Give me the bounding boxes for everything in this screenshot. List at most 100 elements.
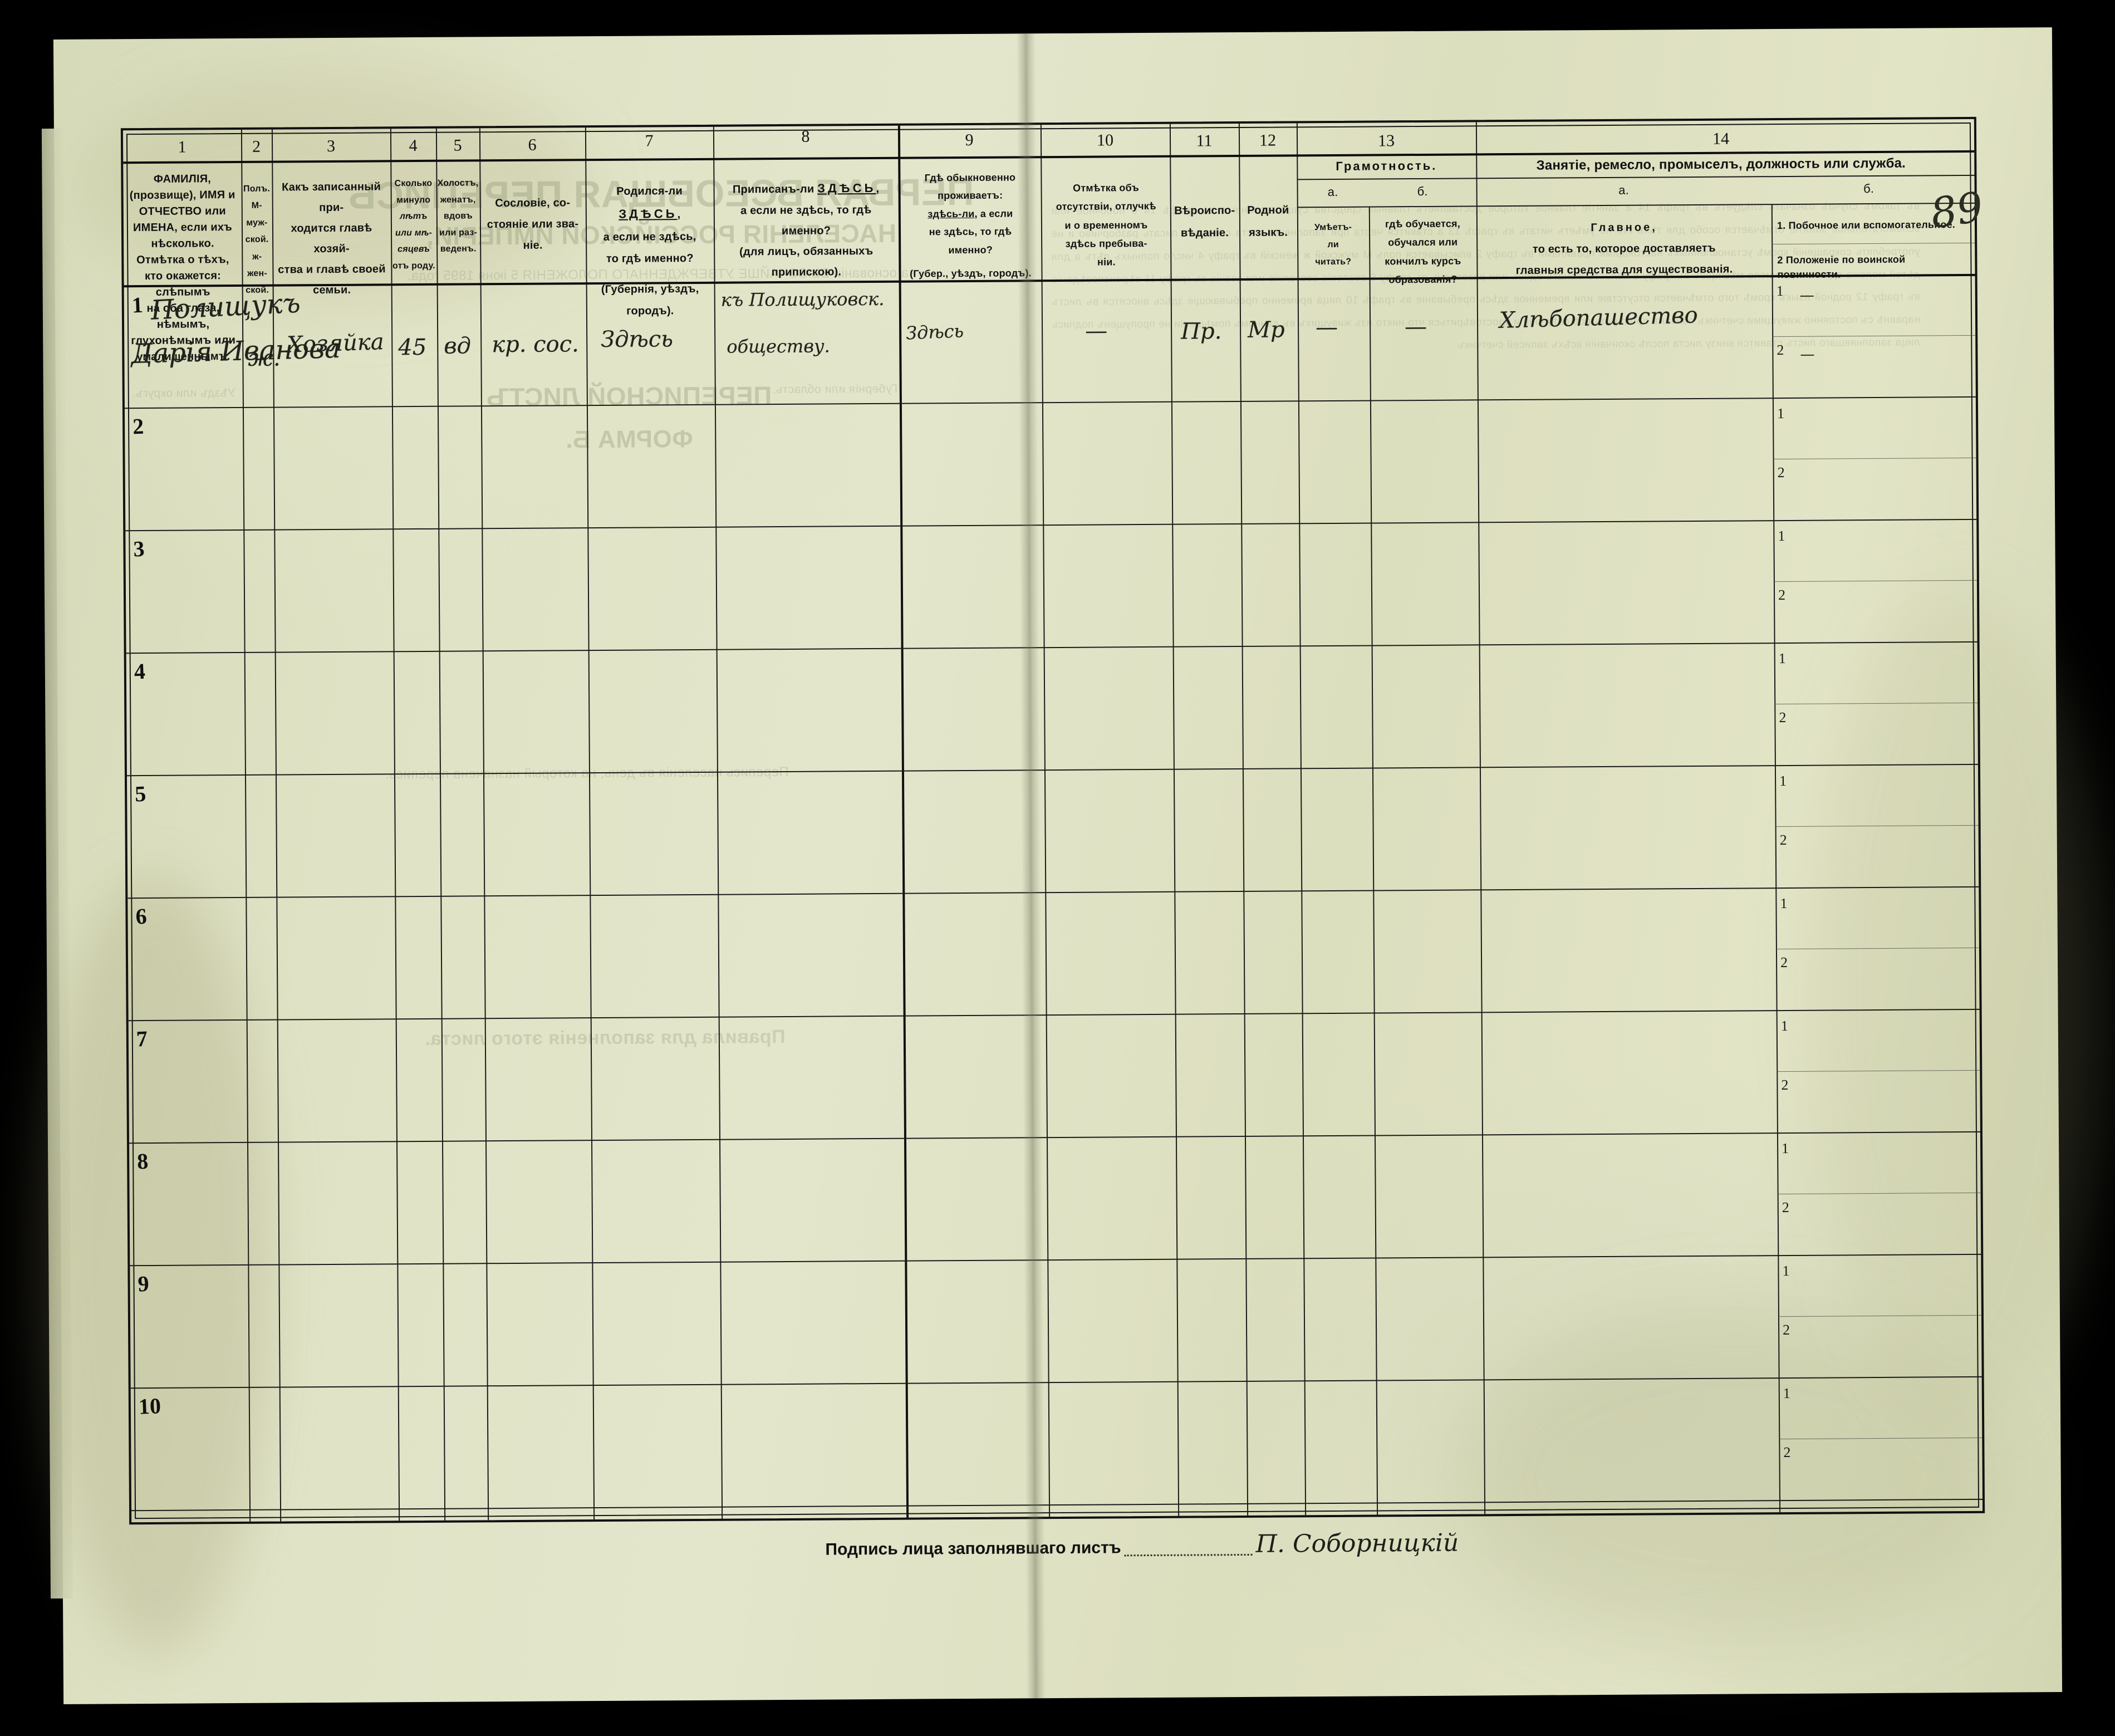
col9-line-5: именно? [948, 244, 993, 256]
col-number-8: 8 [801, 127, 810, 146]
row-number: 4 [133, 658, 146, 684]
col4-line-2: минуло [396, 195, 431, 205]
col4-line-4: или мѣ- [395, 228, 433, 238]
row-number: 3 [133, 536, 145, 562]
census-sheet-paper: ПЕРВАЯ ВСЕОБЩАЯ ПЕРЕПИСЬ НАСЕЛЕНІЯ РОССІ… [36, 27, 2106, 1704]
col5-line-2: женатъ, [440, 194, 476, 205]
subrow-label-2: 2 [1780, 954, 1788, 971]
row-number: 7 [135, 1026, 148, 1052]
subrow-label-1: 1 [1778, 650, 1786, 667]
col8-line-3: именно? [781, 224, 831, 237]
col-number-6: 6 [528, 135, 537, 154]
col14a-line-3: главныя средства для существованія. [1515, 263, 1733, 277]
col13b-line-3: кончилъ курсъ [1385, 255, 1461, 267]
col4-line-6: отъ роду. [392, 261, 435, 271]
col13b-line-2: обучался или [1388, 236, 1458, 248]
col9-line-2: проживаетъ: [937, 189, 1003, 202]
col8-line-1: Приписанъ-ли ЗДѢСЬ, [732, 180, 880, 196]
subrow-label-1: 1 [1778, 528, 1785, 545]
col9-header: Гдѣ обыкновенно проживаетъ: здѣсь-ли, а … [900, 168, 1040, 283]
col12-line-2: языкъ. [1248, 226, 1288, 239]
entry-row1-marital: вд [444, 333, 472, 359]
col13b-letter: б. [1417, 184, 1428, 199]
col14b-header-2: 2 Положеніе по воинской повинности. [1777, 253, 1906, 281]
subrow-label-1: 1 [1780, 895, 1788, 912]
col11-header: Вѣроиспо- вѣданіе. [1171, 199, 1238, 244]
col11-line-1: Вѣроиспо- [1174, 204, 1235, 217]
subrow-label-2: 2 [1779, 831, 1787, 849]
row-number: 2 [132, 413, 145, 439]
signature-row: Подпись лица заполнявшаго листъ П. Соборн… [825, 1529, 1459, 1561]
subrow-label-2: 2 [1782, 1199, 1789, 1216]
col8-line-2: а если не здѣсь, то гдѣ [740, 203, 872, 217]
col2-line-4: ж-жен- [247, 252, 267, 278]
col-number-2: 2 [252, 137, 261, 156]
col11-line-2: вѣданіе. [1180, 227, 1229, 239]
subrow-label-1: 1 [1783, 1385, 1790, 1402]
subrow-label-1: 1 [1782, 1262, 1790, 1279]
col10-line-5: ніи. [1097, 256, 1116, 268]
subrow-label-2: 2 [1783, 1444, 1791, 1461]
col8-line-5: припискою). [771, 266, 842, 278]
col14a-header: Главное, то есть то, которое доставляетъ… [1479, 216, 1770, 281]
col14a-line-2: то есть то, которое доставляетъ [1532, 242, 1716, 256]
subrow-label-2: 2 [1779, 709, 1787, 726]
entry-row1-literacy-school: — [1404, 313, 1427, 340]
col7-line-3: то гдѣ именно? [606, 252, 694, 265]
entry-row1-language: Мр [1247, 317, 1285, 343]
subrow-label-1: 1 [1777, 405, 1785, 422]
signature-label: Подпись лица заполнявшаго листъ [825, 1538, 1121, 1559]
col3-line-2: ходится главѣ хозяй- [291, 222, 372, 256]
col10-line-3: и о временномъ [1064, 219, 1148, 231]
col10-line-2: отсутствіи, отлучкѣ [1056, 200, 1156, 213]
col13-group-header: Грамотность. [1336, 158, 1437, 173]
col-number-12: 12 [1259, 131, 1277, 150]
col9-line-3: здѣсь-ли, а если [928, 208, 1013, 220]
col9-line-1: Гдѣ обыкновенно [924, 171, 1016, 184]
col-number-9: 9 [965, 130, 974, 149]
row-number: 1 [131, 292, 144, 318]
col6-line-3: ніе. [523, 239, 543, 252]
entry-row1-sex: ж. [248, 345, 281, 371]
col-number-13: 13 [1377, 131, 1395, 150]
subrow-label-2: 2 [1777, 342, 1784, 359]
entry-row1-military-status: — [1800, 346, 1815, 363]
subrow-label-2: 2 [1778, 587, 1786, 604]
col13b-line-4: образованія? [1388, 273, 1458, 286]
col3-line-3: ства и главѣ своей [278, 263, 386, 276]
col13a-letter: а. [1327, 184, 1338, 199]
col8-line-4: (для лицъ, обязанныхъ [739, 244, 874, 258]
col5-line-5: веденъ. [440, 244, 477, 254]
entry-row1-occupation-main: Хлѣбопашество [1499, 302, 1699, 334]
col-number-3: 3 [326, 136, 336, 155]
col-number-7: 7 [645, 131, 654, 150]
entry-row1-absence: — [1085, 318, 1108, 344]
col10-line-1: Отмѣтка объ [1073, 182, 1140, 194]
subrow-label-2: 2 [1783, 1321, 1790, 1338]
subrow-label-1: 1 [1779, 773, 1787, 789]
col5-header: Холостъ, женатъ, вдовъ или раз- веденъ. [437, 175, 479, 257]
col7-header: Родился-ли ЗДѢСЬ, а если не здѣсь, то гд… [586, 180, 713, 322]
col-number-5: 5 [453, 136, 462, 155]
col6-line-1: Сословіе, со- [495, 197, 571, 210]
entry-row1-birthplace: Здѣсь [601, 326, 674, 352]
entry-row1-literacy-read: — [1315, 314, 1338, 341]
col4-line-5: сяцевъ [398, 244, 430, 254]
entry-row1-registered-line-2: обществу. [727, 335, 830, 357]
entry-row1-estate: кр. сос. [492, 331, 579, 358]
col13a-line-1: Умѣетъ- [1314, 222, 1352, 233]
handwritten-page-number: 89 [1927, 183, 1986, 238]
signature-name: П. Соборницкій [1255, 1528, 1459, 1558]
col9-line-4: не здѣсь, то гдѣ [929, 225, 1012, 238]
col13b-line-1: гдѣ обучается, [1385, 218, 1460, 230]
col7-line-4: (Губернія, уѣздъ, городъ). [601, 282, 699, 317]
col10-line-4: здѣсь пребыва- [1065, 237, 1147, 249]
col-number-10: 10 [1096, 131, 1114, 150]
row-number: 8 [136, 1148, 149, 1174]
entry-row1-relation: Хозяйка [286, 329, 385, 358]
row-number: 10 [138, 1393, 161, 1419]
census-table-inner-border [126, 122, 1980, 1519]
col13a-line-2: ли [1327, 240, 1339, 250]
col-number-4: 4 [409, 136, 418, 155]
subrow-label-1: 1 [1780, 1017, 1788, 1034]
